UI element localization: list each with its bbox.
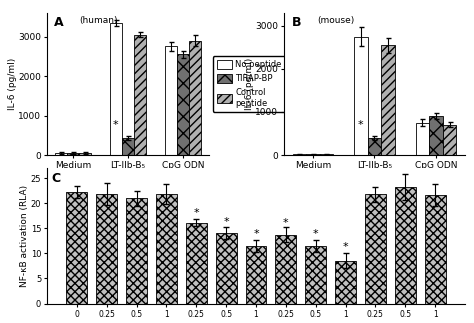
Bar [306,154,319,155]
Bar [110,23,122,155]
Bar [429,116,443,155]
Legend: No peptide, TIRAP-BP, Control
peptide: No peptide, TIRAP-BP, Control peptide [213,56,286,112]
Bar [66,192,87,304]
Bar [216,233,237,304]
Text: *: * [283,218,289,228]
Y-axis label: NF-κB activation (RLA): NF-κB activation (RLA) [20,185,29,287]
Bar [246,246,266,304]
Bar [55,153,67,155]
Text: *: * [223,217,229,227]
Bar [365,194,386,304]
Bar [319,154,333,155]
Bar [335,261,356,304]
Text: *: * [253,229,259,239]
Bar [134,35,146,155]
Text: A: A [54,16,64,29]
Bar [156,194,177,304]
Bar [79,153,91,155]
Bar [126,198,147,304]
Text: *: * [313,229,319,239]
Text: C: C [52,172,61,185]
Text: *: * [358,120,364,130]
Bar [165,47,177,155]
Bar [292,154,306,155]
Bar [305,246,326,304]
Bar [354,36,368,155]
Text: *: * [193,208,199,218]
Bar [122,139,134,155]
Bar [425,194,446,304]
Bar [67,153,79,155]
Text: B: B [292,16,301,29]
Bar [186,223,207,304]
Bar [395,187,416,304]
Y-axis label: IL-6 (pg/ml): IL-6 (pg/ml) [8,58,17,110]
Text: (mouse): (mouse) [317,16,354,25]
Bar [275,235,296,304]
Bar [177,54,189,155]
Text: (human): (human) [80,16,118,25]
Bar [381,45,395,155]
Bar [368,138,381,155]
Bar [96,194,117,304]
Bar [416,123,429,155]
Text: *: * [343,242,348,252]
Bar [189,41,201,155]
Bar [443,125,456,155]
Text: *: * [113,120,118,130]
Y-axis label: IL-6 (pg/ml): IL-6 (pg/ml) [245,58,254,110]
